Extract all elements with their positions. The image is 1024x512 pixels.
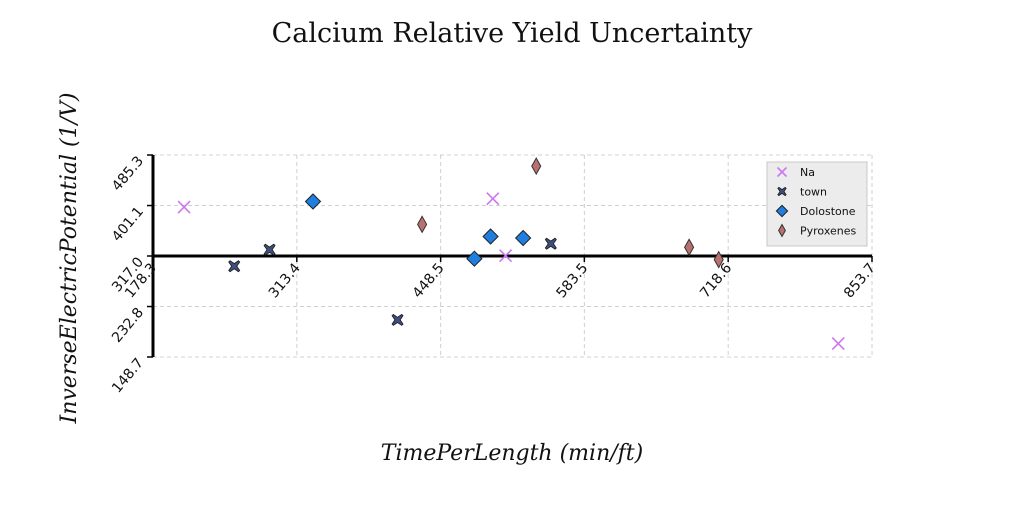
data-point-town — [544, 237, 557, 250]
data-point-pyroxenes — [417, 215, 428, 234]
legend-label-town: town — [800, 186, 827, 199]
legend-marker-dolostone — [775, 204, 789, 218]
x-tick-label: 853.7 — [841, 260, 879, 301]
x-tick-label: 313.4 — [266, 260, 304, 301]
y-tick-label: 148.7 — [109, 355, 147, 396]
data-point-town — [228, 260, 241, 273]
legend-label-dolostone: Dolostone — [800, 205, 856, 218]
data-point-dolostone — [482, 228, 499, 245]
data-point-town — [391, 313, 404, 326]
data-point-na — [499, 249, 513, 263]
legend-marker-town — [777, 186, 787, 197]
axis-ticks: 178.3 313.4 448.5 583.5 718.6 853.7148.7232.8… — [109, 153, 879, 396]
series-pyroxenes — [417, 157, 724, 269]
legend-label-pyroxenes: Pyroxenes — [800, 225, 856, 238]
series-dolostone — [304, 193, 532, 267]
x-tick-label: 448.5 — [410, 260, 448, 301]
x-axis-label: TimePerLength (min/ft) — [381, 441, 643, 466]
y-tick-label: 232.8 — [109, 305, 147, 346]
data-point-pyroxenes — [531, 157, 542, 176]
series-na — [177, 192, 845, 351]
legend-marker-pyroxenes — [778, 223, 786, 238]
data-point-pyroxenes — [713, 250, 724, 269]
y-tick-label: 401.1 — [109, 204, 147, 245]
data-point-na — [831, 337, 845, 351]
data-point-na — [177, 200, 191, 214]
data-point-town — [263, 243, 276, 256]
data-points — [177, 157, 845, 351]
legend-label-na: Na — [800, 166, 815, 179]
x-tick-label: 583.5 — [553, 260, 591, 301]
y-axis-label: InverseElectricPotential (1/V) — [57, 93, 82, 425]
data-point-dolostone — [304, 193, 322, 210]
data-point-na — [486, 192, 500, 206]
legend-marker-na — [776, 166, 788, 178]
chart-title: Calcium Relative Yield Uncertainty — [272, 18, 753, 49]
y-tick-label: 485.3 — [109, 153, 147, 194]
legend: Na town Dolostone Pyroxenes — [766, 161, 868, 247]
series-town — [228, 237, 557, 326]
data-point-dolostone — [466, 250, 483, 267]
data-point-pyroxenes — [684, 238, 695, 257]
x-tick-label: 718.6 — [697, 260, 735, 301]
data-point-dolostone — [514, 229, 532, 247]
